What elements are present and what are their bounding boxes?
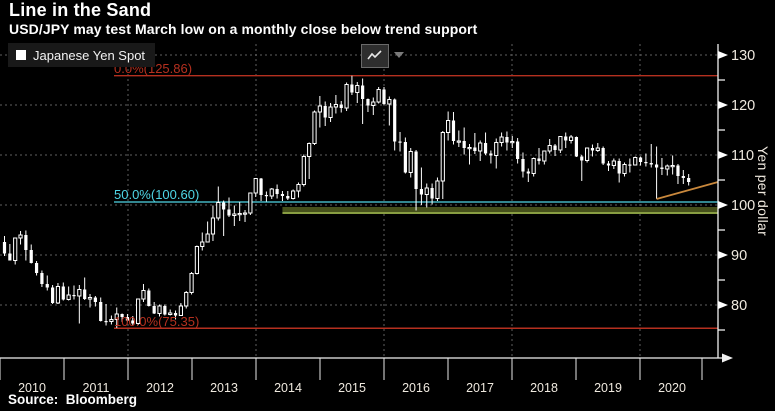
legend-item-japanese-yen-spot[interactable]: Japanese Yen Spot xyxy=(8,43,156,67)
chart-subtitle: USD/JPY may test March low on a monthly … xyxy=(9,21,478,37)
svg-text:120: 120 xyxy=(731,98,755,114)
chart-type-button[interactable] xyxy=(361,44,389,68)
svg-text:2014: 2014 xyxy=(274,381,302,395)
svg-text:2017: 2017 xyxy=(466,381,494,395)
svg-text:100: 100 xyxy=(731,198,755,214)
y-axis-title: Yen per dollar xyxy=(755,146,771,237)
series-swatch-icon xyxy=(16,50,26,60)
caret-down-icon[interactable] xyxy=(394,52,404,58)
legend-label: Japanese Yen Spot xyxy=(33,47,146,63)
svg-text:2015: 2015 xyxy=(338,381,366,395)
svg-text:2018: 2018 xyxy=(530,381,558,395)
page-title: Line in the Sand xyxy=(9,0,152,20)
svg-text:2020: 2020 xyxy=(658,381,686,395)
svg-text:2012: 2012 xyxy=(146,381,174,395)
svg-text:80: 80 xyxy=(731,298,747,314)
svg-text:2011: 2011 xyxy=(83,381,110,395)
svg-text:2019: 2019 xyxy=(594,381,622,395)
fib-level-50-label: 50.0%(100.60) xyxy=(114,187,200,202)
fib-level-100-label: 100.0%(75.35) xyxy=(114,314,200,329)
line-chart-icon xyxy=(367,50,382,60)
source-attribution: Source: Bloomberg xyxy=(8,392,138,407)
svg-text:110: 110 xyxy=(731,148,754,164)
svg-text:2010: 2010 xyxy=(18,381,46,395)
svg-text:130: 130 xyxy=(731,48,755,64)
svg-text:2013: 2013 xyxy=(210,381,238,395)
svg-text:90: 90 xyxy=(731,248,747,264)
svg-text:2016: 2016 xyxy=(402,381,430,395)
